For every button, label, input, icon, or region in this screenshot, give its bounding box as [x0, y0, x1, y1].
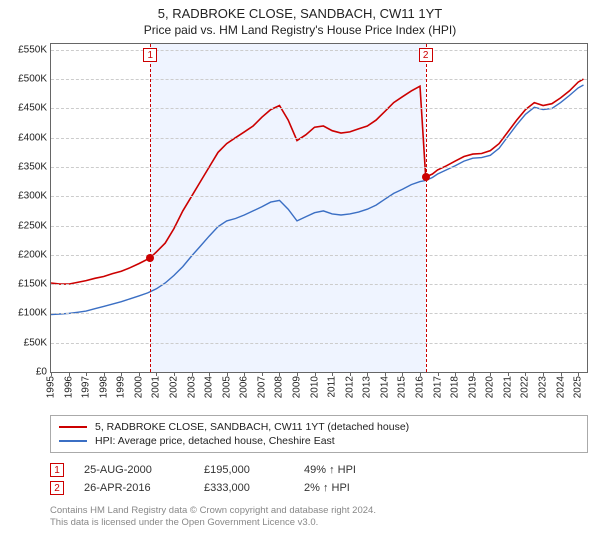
x-tick-label: 2022: [520, 376, 531, 398]
y-tick-label: £100K: [18, 308, 47, 319]
y-tick-label: £300K: [18, 191, 47, 202]
chart-container: 5, RADBROKE CLOSE, SANDBACH, CW11 1YT Pr…: [0, 0, 600, 530]
gridline: [51, 50, 587, 51]
title-block: 5, RADBROKE CLOSE, SANDBACH, CW11 1YT Pr…: [0, 0, 600, 39]
sale-flag-icon: 1: [50, 463, 64, 477]
x-tick-label: 2020: [485, 376, 496, 398]
gridline: [51, 226, 587, 227]
x-tick-label: 2018: [450, 376, 461, 398]
series-hpi: [51, 85, 584, 315]
x-tick-label: 2016: [415, 376, 426, 398]
sale-flag: 2: [419, 48, 433, 62]
sale-dot: [146, 254, 154, 262]
x-tick-label: 2011: [327, 376, 338, 398]
x-tick-label: 2002: [169, 376, 180, 398]
sale-dot: [422, 173, 430, 181]
series-layer: [51, 44, 587, 372]
sale-row: 2 26-APR-2016 £333,000 2% ↑ HPI: [50, 479, 588, 497]
sale-delta: 2% ↑ HPI: [304, 482, 384, 494]
y-tick-label: £200K: [18, 249, 47, 260]
legend-row: 5, RADBROKE CLOSE, SANDBACH, CW11 1YT (d…: [59, 420, 579, 434]
x-tick-label: 1997: [81, 376, 92, 398]
gridline: [51, 255, 587, 256]
x-tick-label: 1999: [116, 376, 127, 398]
legend: 5, RADBROKE CLOSE, SANDBACH, CW11 1YT (d…: [50, 415, 588, 453]
legend-swatch-hpi: [59, 440, 87, 442]
plot-area: £0£50K£100K£150K£200K£250K£300K£350K£400…: [50, 43, 588, 373]
x-tick-label: 2014: [379, 376, 390, 398]
chart-title: 5, RADBROKE CLOSE, SANDBACH, CW11 1YT: [4, 6, 596, 21]
sale-price: £195,000: [204, 464, 284, 476]
sales-table: 1 25-AUG-2000 £195,000 49% ↑ HPI 2 26-AP…: [50, 461, 588, 497]
y-tick-label: £150K: [18, 279, 47, 290]
sale-flag: 1: [143, 48, 157, 62]
y-tick-label: £450K: [18, 103, 47, 114]
sale-date: 26-APR-2016: [84, 482, 184, 494]
y-tick-label: £500K: [18, 74, 47, 85]
x-tick-label: 2025: [573, 376, 584, 398]
legend-swatch-property: [59, 426, 87, 428]
x-tick-label: 2009: [292, 376, 303, 398]
y-tick-label: £50K: [24, 337, 47, 348]
y-tick-label: £350K: [18, 162, 47, 173]
x-tick-label: 2019: [467, 376, 478, 398]
x-tick-label: 2003: [186, 376, 197, 398]
x-tick-label: 2023: [538, 376, 549, 398]
legend-label-hpi: HPI: Average price, detached house, Ches…: [95, 435, 335, 447]
sale-row: 1 25-AUG-2000 £195,000 49% ↑ HPI: [50, 461, 588, 479]
y-tick-label: £550K: [18, 44, 47, 55]
footer-attribution: Contains HM Land Registry data © Crown c…: [50, 505, 588, 530]
y-tick-label: £250K: [18, 220, 47, 231]
gridline: [51, 284, 587, 285]
x-tick-label: 2024: [555, 376, 566, 398]
x-tick-label: 2007: [256, 376, 267, 398]
x-tick-label: 2006: [239, 376, 250, 398]
sale-flag-icon: 2: [50, 481, 64, 495]
x-tick-label: 2021: [502, 376, 513, 398]
x-tick-label: 2005: [221, 376, 232, 398]
x-tick-label: 2013: [362, 376, 373, 398]
legend-label-property: 5, RADBROKE CLOSE, SANDBACH, CW11 1YT (d…: [95, 421, 409, 433]
x-tick-label: 1995: [46, 376, 57, 398]
legend-row: HPI: Average price, detached house, Ches…: [59, 434, 579, 448]
x-tick-label: 2008: [274, 376, 285, 398]
gridline: [51, 313, 587, 314]
x-tick-label: 2012: [344, 376, 355, 398]
gridline: [51, 138, 587, 139]
sale-vline: [150, 44, 151, 372]
x-tick-label: 1998: [98, 376, 109, 398]
x-tick-label: 2010: [309, 376, 320, 398]
x-tick-label: 1996: [63, 376, 74, 398]
gridline: [51, 79, 587, 80]
x-tick-label: 2004: [204, 376, 215, 398]
sale-price: £333,000: [204, 482, 284, 494]
sale-vline: [426, 44, 427, 372]
chart-subtitle: Price paid vs. HM Land Registry's House …: [4, 23, 596, 37]
gridline: [51, 167, 587, 168]
y-tick-label: £400K: [18, 132, 47, 143]
gridline: [51, 196, 587, 197]
x-tick-label: 2017: [432, 376, 443, 398]
x-tick-label: 2001: [151, 376, 162, 398]
footer-line: This data is licensed under the Open Gov…: [50, 517, 588, 529]
sale-date: 25-AUG-2000: [84, 464, 184, 476]
x-tick-label: 2015: [397, 376, 408, 398]
x-tick-label: 2000: [133, 376, 144, 398]
gridline: [51, 343, 587, 344]
footer-line: Contains HM Land Registry data © Crown c…: [50, 505, 588, 517]
series-property: [51, 79, 584, 284]
sale-delta: 49% ↑ HPI: [304, 464, 384, 476]
gridline: [51, 108, 587, 109]
